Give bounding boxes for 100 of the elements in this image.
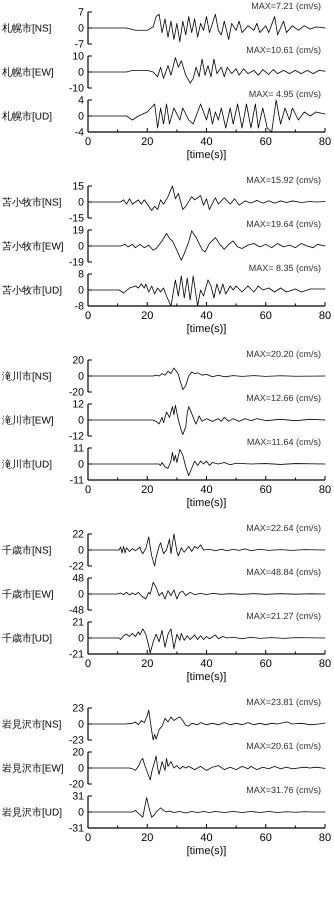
y-tick-label: 0	[78, 284, 84, 297]
y-tick-label: 0	[78, 458, 84, 471]
x-tick-label: 20	[141, 136, 154, 148]
y-axis-title: 苫小牧市[UD]	[2, 284, 62, 296]
y-axis-title: 千歳市[NS]	[2, 544, 52, 556]
text: MAX=19.64 (cm/s)	[246, 219, 321, 229]
text: MAX=20.20 (cm/s)	[246, 349, 321, 359]
y-tick-label: 15	[72, 180, 84, 193]
y-tick-label: 0	[78, 370, 84, 383]
y-tick-label: 0	[78, 544, 84, 557]
text: MAX= 8.35 (cm/s)	[248, 263, 321, 273]
y-tick-label: 0	[78, 762, 84, 775]
y-axis-title: 滝川市[NS]	[2, 370, 52, 382]
y-tick-label: -23	[68, 734, 84, 747]
x-tick-label: 80	[318, 310, 332, 322]
y-tick-label: 10	[72, 50, 84, 63]
y-tick-label: -20	[68, 778, 84, 791]
y-tick-label: -8	[74, 300, 84, 313]
y-axis-title: 札幌市[UD]	[2, 110, 52, 122]
y-tick-label: 0	[78, 240, 84, 253]
y-tick-label: -22	[68, 560, 84, 573]
y-tick-label: 31	[72, 790, 84, 803]
x-axis-title: [time(s)]	[186, 323, 226, 335]
y-axis-title: 滝川市[UD]	[2, 458, 52, 470]
y-tick-label: 4	[78, 94, 84, 107]
y-tick-label: -10	[68, 82, 84, 95]
text: MAX=20.61 (cm/s)	[246, 741, 321, 751]
y-tick-label: 0	[78, 414, 84, 427]
x-tick-label: 60	[260, 310, 272, 322]
text: MAX=31.76 (cm/s)	[246, 785, 321, 795]
y-tick-label: 0	[78, 632, 84, 645]
text: MAX=21.27 (cm/s)	[246, 611, 321, 621]
y-tick-label: 48	[72, 572, 84, 585]
x-tick-label: 20	[141, 832, 154, 844]
y-axis-title: 千歳市[UD]	[2, 632, 52, 644]
y-tick-label: 0	[78, 196, 84, 209]
y-tick-label: 23	[72, 702, 84, 715]
text: MAX= 4.95 (cm/s)	[248, 89, 321, 99]
x-tick-label: 40	[200, 310, 213, 322]
x-tick-label: 60	[260, 658, 272, 670]
y-tick-label: 19	[72, 224, 84, 237]
y-tick-label: 21	[72, 616, 84, 629]
y-tick-label: -11	[70, 474, 84, 487]
y-tick-label: -48	[68, 604, 84, 617]
y-axis-title: 岩見沢市[EW]	[2, 762, 64, 774]
text: MAX=7.21 (cm/s)	[251, 1, 321, 11]
text: MAX=22.64 (cm/s)	[246, 523, 321, 533]
y-tick-label: 0	[78, 588, 84, 601]
y-tick-label: 20	[72, 354, 84, 367]
y-tick-label: -21	[68, 648, 84, 661]
x-tick-label: 80	[318, 484, 332, 496]
x-axis-title: [time(s)]	[186, 497, 226, 509]
text: MAX=10.61 (cm/s)	[246, 45, 321, 55]
text: MAX=12.66 (cm/s)	[246, 393, 321, 403]
x-axis-title: [time(s)]	[186, 845, 226, 857]
y-tick-label: 22	[72, 528, 84, 541]
x-tick-label: 60	[260, 832, 272, 844]
x-tick-label: 80	[318, 136, 332, 148]
y-axis-title: 岩見沢市[NS]	[2, 718, 62, 730]
y-tick-label: 0	[78, 806, 84, 819]
x-tick-label: 80	[318, 832, 332, 844]
x-tick-label: 60	[260, 484, 272, 496]
y-tick-label: -12	[68, 430, 84, 443]
y-tick-label: 0	[78, 110, 84, 123]
text: MAX=11.64 (cm/s)	[246, 437, 321, 447]
x-tick-label: 40	[200, 832, 213, 844]
text: MAX=23.81 (cm/s)	[246, 697, 321, 707]
x-tick-label: 40	[200, 658, 213, 670]
y-tick-label: -4	[74, 126, 84, 139]
text: MAX=48.84 (cm/s)	[246, 567, 321, 577]
y-axis-title: 岩見沢市[UD]	[2, 806, 62, 818]
x-tick-label: 20	[141, 310, 154, 322]
y-tick-label: 0	[78, 718, 84, 731]
y-tick-label: 12	[72, 398, 84, 411]
y-tick-label: -20	[68, 386, 84, 399]
x-tick-label: 20	[141, 658, 154, 670]
y-tick-label: -15	[68, 212, 84, 225]
y-tick-label: 0	[78, 22, 84, 35]
y-tick-label: -7	[74, 38, 84, 51]
y-tick-label: 8	[78, 268, 84, 281]
y-tick-label: -31	[68, 822, 84, 835]
y-tick-label: 20	[72, 746, 84, 759]
x-tick-label: 20	[141, 484, 154, 496]
y-axis-title: 千歳市[EW]	[2, 588, 54, 600]
y-tick-label: 0	[78, 66, 84, 79]
x-tick-label: 80	[318, 658, 332, 670]
y-axis-title: 苫小牧市[EW]	[2, 240, 64, 252]
x-axis-title: [time(s)]	[186, 149, 226, 161]
y-axis-title: 札幌市[EW]	[2, 66, 54, 78]
y-tick-label: -19	[68, 256, 84, 269]
x-tick-label: 40	[200, 136, 213, 148]
x-tick-label: 40	[200, 484, 213, 496]
y-axis-title: 札幌市[NS]	[2, 22, 52, 34]
y-axis-title: 滝川市[EW]	[2, 414, 54, 426]
y-tick-label: 11	[73, 442, 84, 455]
x-tick-label: 60	[260, 136, 272, 148]
y-axis-title: 苫小牧市[NS]	[2, 196, 62, 208]
y-tick-label: 7	[78, 6, 84, 19]
x-axis-title: [time(s)]	[186, 671, 226, 683]
text: MAX=15.92 (cm/s)	[246, 175, 321, 185]
